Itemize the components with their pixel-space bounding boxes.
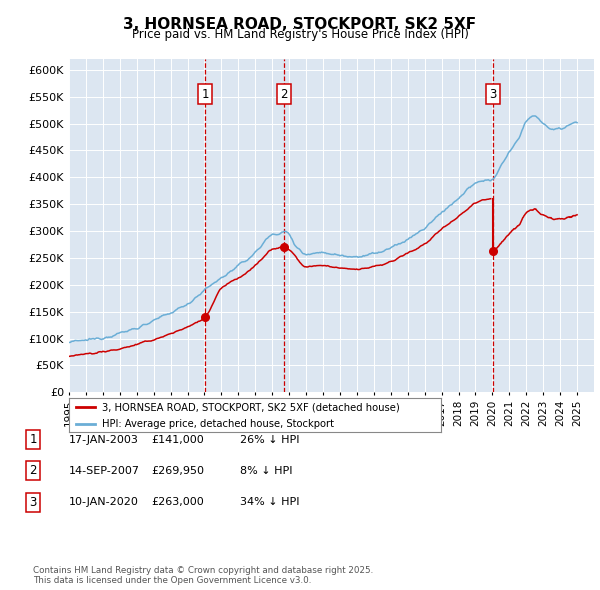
Text: 3, HORNSEA ROAD, STOCKPORT, SK2 5XF (detached house): 3, HORNSEA ROAD, STOCKPORT, SK2 5XF (det… — [103, 402, 400, 412]
Text: 3: 3 — [29, 496, 37, 509]
Text: 3: 3 — [489, 87, 497, 100]
Text: HPI: Average price, detached house, Stockport: HPI: Average price, detached house, Stoc… — [103, 419, 334, 430]
Text: 26% ↓ HPI: 26% ↓ HPI — [240, 435, 299, 444]
Text: 8% ↓ HPI: 8% ↓ HPI — [240, 466, 293, 476]
Text: 1: 1 — [202, 87, 209, 100]
Text: Price paid vs. HM Land Registry's House Price Index (HPI): Price paid vs. HM Land Registry's House … — [131, 28, 469, 41]
Text: 34% ↓ HPI: 34% ↓ HPI — [240, 497, 299, 507]
Text: £141,000: £141,000 — [151, 435, 204, 444]
Text: 17-JAN-2003: 17-JAN-2003 — [69, 435, 139, 444]
Text: £263,000: £263,000 — [151, 497, 204, 507]
Text: 2: 2 — [280, 87, 288, 100]
Text: 10-JAN-2020: 10-JAN-2020 — [69, 497, 139, 507]
Text: 2: 2 — [29, 464, 37, 477]
Text: 3, HORNSEA ROAD, STOCKPORT, SK2 5XF: 3, HORNSEA ROAD, STOCKPORT, SK2 5XF — [124, 17, 476, 31]
Text: 1: 1 — [29, 433, 37, 446]
Text: 14-SEP-2007: 14-SEP-2007 — [69, 466, 140, 476]
Text: Contains HM Land Registry data © Crown copyright and database right 2025.
This d: Contains HM Land Registry data © Crown c… — [33, 566, 373, 585]
Text: £269,950: £269,950 — [151, 466, 204, 476]
